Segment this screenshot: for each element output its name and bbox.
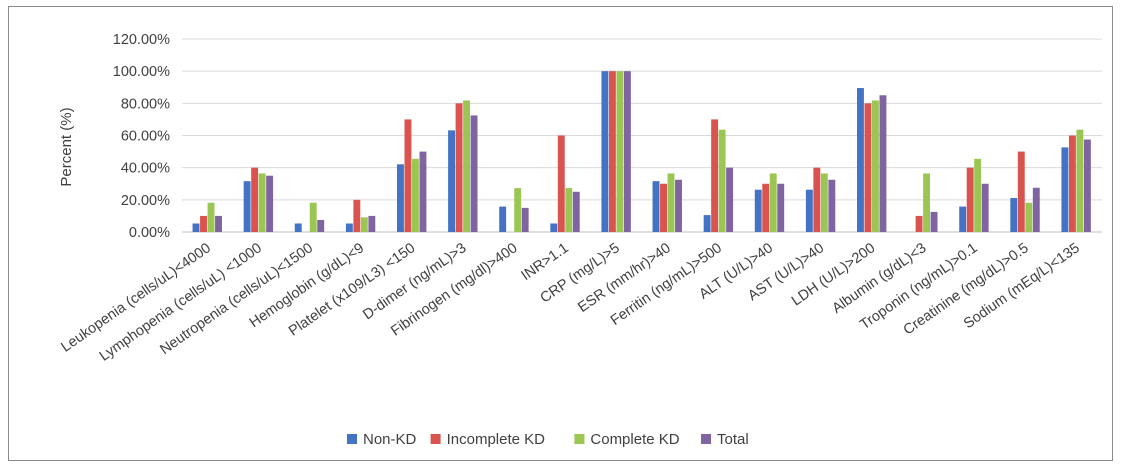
bar-complete-kd xyxy=(463,100,471,232)
bar-total xyxy=(675,179,682,232)
bar-incomplete-kd xyxy=(353,199,361,232)
bar-incomplete-kd xyxy=(200,215,207,232)
legend-label: Non-KD xyxy=(363,431,417,448)
bar-non-kd xyxy=(805,189,813,232)
gridlines xyxy=(182,38,1102,233)
bar-incomplete-kd xyxy=(455,103,463,232)
legend-item: Incomplete KD xyxy=(430,431,546,448)
bar-total xyxy=(981,183,989,232)
legend-item: Complete KD xyxy=(574,431,680,448)
bar-complete-kd xyxy=(769,173,777,232)
y-tick-label: 20.00% xyxy=(121,193,170,209)
y-axis-ticks: 0.00% 20.00% 40.00% 60.00% 80.00% 100.00% 120.… xyxy=(113,32,170,241)
bar-total xyxy=(1032,187,1040,232)
bar-non-kd xyxy=(243,181,251,232)
bar-total xyxy=(777,183,785,232)
bar-incomplete-kd xyxy=(813,167,821,232)
bars xyxy=(192,71,1091,233)
bar-complete-kd xyxy=(1076,129,1084,232)
legend-item: Total xyxy=(701,431,749,448)
bar-non-kd xyxy=(448,130,456,232)
legend-swatch xyxy=(574,434,585,444)
bar-incomplete-kd xyxy=(915,215,923,232)
bar-total xyxy=(1083,139,1091,232)
bar-incomplete-kd xyxy=(711,119,719,232)
bar-total xyxy=(266,175,274,232)
bar-complete-kd xyxy=(514,188,522,232)
bar-non-kd xyxy=(499,206,507,232)
bar-non-kd xyxy=(550,223,558,232)
bar-non-kd xyxy=(192,223,200,232)
legend-swatch xyxy=(347,434,357,444)
bar-incomplete-kd xyxy=(1017,151,1025,232)
bar-total xyxy=(368,215,376,232)
y-tick-label: 0.00% xyxy=(129,225,170,241)
bar-total xyxy=(572,191,580,232)
bar-complete-kd xyxy=(258,173,266,232)
legend: Non-KD Incomplete KD Complete KD Total xyxy=(347,431,749,448)
bar-incomplete-kd xyxy=(1068,135,1076,232)
bar-total xyxy=(419,151,427,232)
y-axis-title: Percent (%) xyxy=(58,107,75,186)
bar-complete-kd xyxy=(820,173,828,232)
bar-complete-kd xyxy=(207,202,215,232)
y-tick-label: 80.00% xyxy=(121,96,170,112)
bar-complete-kd xyxy=(923,173,931,232)
bar-non-kd xyxy=(294,223,302,232)
legend-label: Incomplete KD xyxy=(447,431,546,448)
legend-item: Non-KD xyxy=(347,431,417,448)
bar-total xyxy=(828,179,836,232)
y-tick-label: 40.00% xyxy=(121,161,170,177)
bar-complete-kd xyxy=(974,158,982,232)
bar-total xyxy=(879,95,887,232)
bar-non-kd xyxy=(857,88,864,232)
bar-incomplete-kd xyxy=(864,103,872,232)
bar-complete-kd xyxy=(616,71,624,232)
bar-complete-kd xyxy=(412,158,419,232)
bar-non-kd xyxy=(652,181,660,232)
bar-complete-kd xyxy=(1025,202,1033,232)
bar-non-kd xyxy=(345,223,353,232)
bar-total xyxy=(930,211,938,232)
y-tick-label: 100.00% xyxy=(113,64,170,80)
bar-chart: 0.00% 20.00% 40.00% 60.00% 80.00% 100.00% 120.… xyxy=(58,32,1102,448)
bar-total xyxy=(470,115,478,232)
bar-non-kd xyxy=(601,71,609,232)
legend-swatch xyxy=(430,434,441,444)
bar-complete-kd xyxy=(309,202,317,232)
bar-total xyxy=(215,215,222,232)
legend-label: Total xyxy=(717,431,749,448)
bar-non-kd xyxy=(397,164,404,232)
bar-complete-kd xyxy=(872,100,879,232)
bar-total xyxy=(726,167,734,232)
bar-non-kd xyxy=(959,206,967,232)
bar-incomplete-kd xyxy=(608,71,616,232)
chart-frame: 0.00% 20.00% 40.00% 60.00% 80.00% 100.00% 120.… xyxy=(8,6,1113,461)
bar-complete-kd xyxy=(718,129,726,232)
bar-total xyxy=(317,219,325,232)
legend-swatch xyxy=(701,434,711,444)
bar-complete-kd xyxy=(667,173,675,232)
bar-total xyxy=(623,71,631,232)
bar-incomplete-kd xyxy=(660,183,667,232)
bar-incomplete-kd xyxy=(557,135,565,232)
bar-total xyxy=(521,207,529,233)
bar-incomplete-kd xyxy=(404,119,412,232)
y-tick-label: 60.00% xyxy=(121,129,170,145)
y-tick-label: 120.00% xyxy=(113,32,170,48)
bar-non-kd xyxy=(1010,198,1018,232)
bar-complete-kd xyxy=(360,217,368,232)
bar-non-kd xyxy=(703,215,711,232)
legend-label: Complete KD xyxy=(590,431,679,448)
bar-complete-kd xyxy=(565,188,573,232)
bar-non-kd xyxy=(1061,147,1069,232)
bar-incomplete-kd xyxy=(966,167,974,232)
bar-incomplete-kd xyxy=(251,167,259,232)
bar-non-kd xyxy=(754,189,762,232)
bar-incomplete-kd xyxy=(762,183,770,232)
